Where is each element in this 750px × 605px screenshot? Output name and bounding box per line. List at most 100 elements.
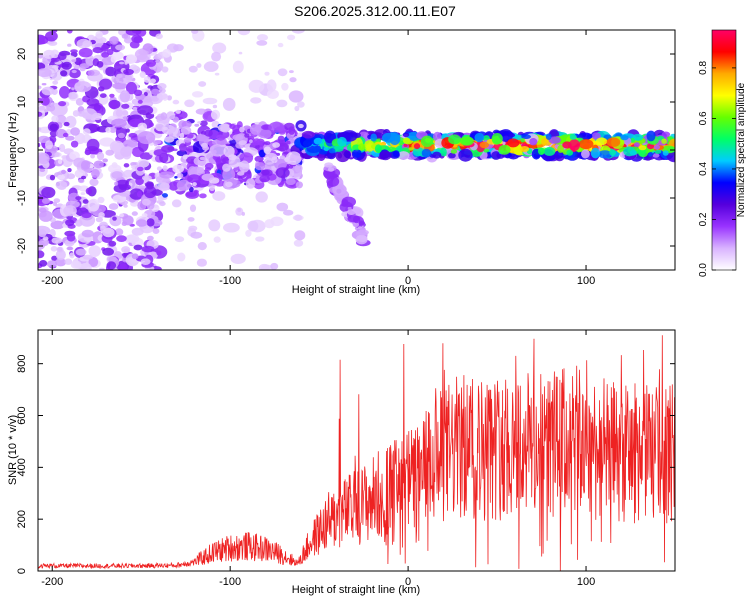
spectrogram-blob [319, 149, 328, 155]
spectrogram-blob [252, 141, 260, 146]
spectrogram-blob [119, 213, 125, 218]
spectrogram-blob [261, 124, 271, 130]
spectrogram-blob [68, 93, 72, 98]
spectrogram-blob [70, 127, 80, 136]
spectrogram-blob [189, 204, 197, 212]
spectrogram-blob [491, 133, 503, 145]
spectrogram-blob [38, 142, 41, 148]
spectrogram-blob [194, 190, 198, 195]
spectrogram-blob [548, 136, 561, 144]
spectrogram-blob [232, 134, 244, 141]
spectrogram-blob [168, 127, 181, 139]
spectrogram-blob [421, 148, 432, 158]
spectrogram-blob [38, 85, 42, 90]
spectrogram-blob [151, 96, 157, 101]
spectrogram-blob [662, 150, 669, 156]
spectrogram-blob [211, 51, 222, 62]
spectrogram-blob [255, 191, 268, 203]
colorbar-gradient [712, 30, 736, 270]
spectrogram-blob [65, 135, 75, 141]
spectrogram-blob [211, 120, 220, 129]
spectrogram-blob [598, 150, 612, 159]
spectrogram-blob [82, 199, 89, 204]
spectrogram-blob [124, 61, 128, 65]
spectrogram-blob [198, 81, 207, 87]
spectrogram-blob [458, 148, 473, 162]
spectrogram-blob [111, 171, 123, 179]
spectrogram-blob [55, 114, 67, 124]
spectrogram-blob [132, 106, 138, 111]
spectrogram-blob [247, 220, 259, 232]
spectrogram-blob [98, 267, 105, 270]
spectrogram-blob [413, 143, 421, 150]
spectrogram-blob [213, 236, 221, 243]
snr-y-tick-label: 600 [16, 406, 28, 424]
spectrogram-blob [661, 131, 671, 138]
spectrogram-blob [81, 229, 94, 238]
spectrogram-y-tick-label: 0 [16, 147, 28, 153]
spectrogram-blob [140, 258, 151, 266]
spectrogram-blob [508, 133, 516, 138]
spectrogram-blob [261, 169, 270, 176]
spectrogram-x-axis-label: Height of straight line (km) [292, 284, 420, 296]
spectrogram-blob [55, 180, 68, 190]
spectrogram-blob [173, 44, 184, 52]
spectrogram-blob [166, 95, 172, 101]
spectrogram-blob [46, 260, 58, 268]
spectrogram-blob [341, 196, 356, 207]
spectrogram-blob [266, 79, 277, 92]
spectrogram-blob [289, 70, 294, 74]
spectrogram-blob [196, 63, 202, 68]
spectrogram-blob [38, 68, 52, 78]
spectrogram-blob [133, 244, 143, 251]
spectrogram-x-tick-label: -200 [41, 275, 63, 287]
spectrogram-blob [653, 144, 661, 150]
spectrogram-blob [254, 162, 266, 171]
snr-x-tick-label: 0 [405, 576, 411, 588]
spectrogram-blob [86, 138, 100, 152]
spectrogram-blob [143, 185, 157, 199]
spectrogram-blob [174, 176, 178, 179]
spectrogram-blob [162, 165, 168, 172]
spectrogram-blob [459, 136, 474, 146]
spectrogram-blob [298, 123, 304, 129]
spectrogram-blob [352, 148, 362, 158]
spectrogram-blob [258, 263, 270, 270]
spectrogram-blob [114, 181, 119, 186]
spectrogram-blob [71, 59, 77, 63]
spectrogram-blob [187, 174, 202, 184]
spectrogram-blob [48, 41, 58, 46]
spectrogram-blob [595, 137, 608, 146]
spectrogram-blob [294, 164, 303, 173]
spectrogram-blob [96, 151, 105, 161]
spectrogram-blob [276, 202, 289, 212]
spectrogram-blob [123, 139, 138, 148]
spectrogram-blob [202, 145, 210, 151]
spectrogram-blob [507, 138, 520, 148]
spectrogram-blob [209, 185, 216, 191]
spectrogram-blob [56, 253, 62, 257]
spectrogram-blob [112, 216, 117, 221]
spectrogram-blob [263, 146, 272, 155]
spectrogram-blob [244, 133, 250, 138]
spectrogram-blob [266, 89, 279, 99]
spectrogram-blob [45, 140, 53, 150]
spectrogram-blob [264, 71, 270, 76]
spectrogram-blob [121, 221, 128, 226]
spectrogram-blob [51, 115, 59, 123]
spectrogram-blob [78, 47, 93, 58]
spectrogram-blob [283, 151, 290, 155]
spectrogram-blob [42, 236, 49, 241]
spectrogram-blob [249, 139, 253, 143]
spectrogram-blob [328, 148, 336, 154]
spectrogram-blob [40, 96, 50, 106]
spectrogram-blob [67, 168, 72, 173]
spectrogram-blob [70, 49, 78, 53]
colorbar-frame [711, 29, 737, 271]
spectrogram-blob [274, 158, 287, 170]
spectrogram-blob [143, 76, 151, 83]
spectrogram-blob [137, 191, 142, 198]
spectrogram-blob [57, 159, 63, 165]
spectrogram-blob [114, 228, 124, 236]
snr-y-tick-label: 0 [16, 568, 28, 574]
